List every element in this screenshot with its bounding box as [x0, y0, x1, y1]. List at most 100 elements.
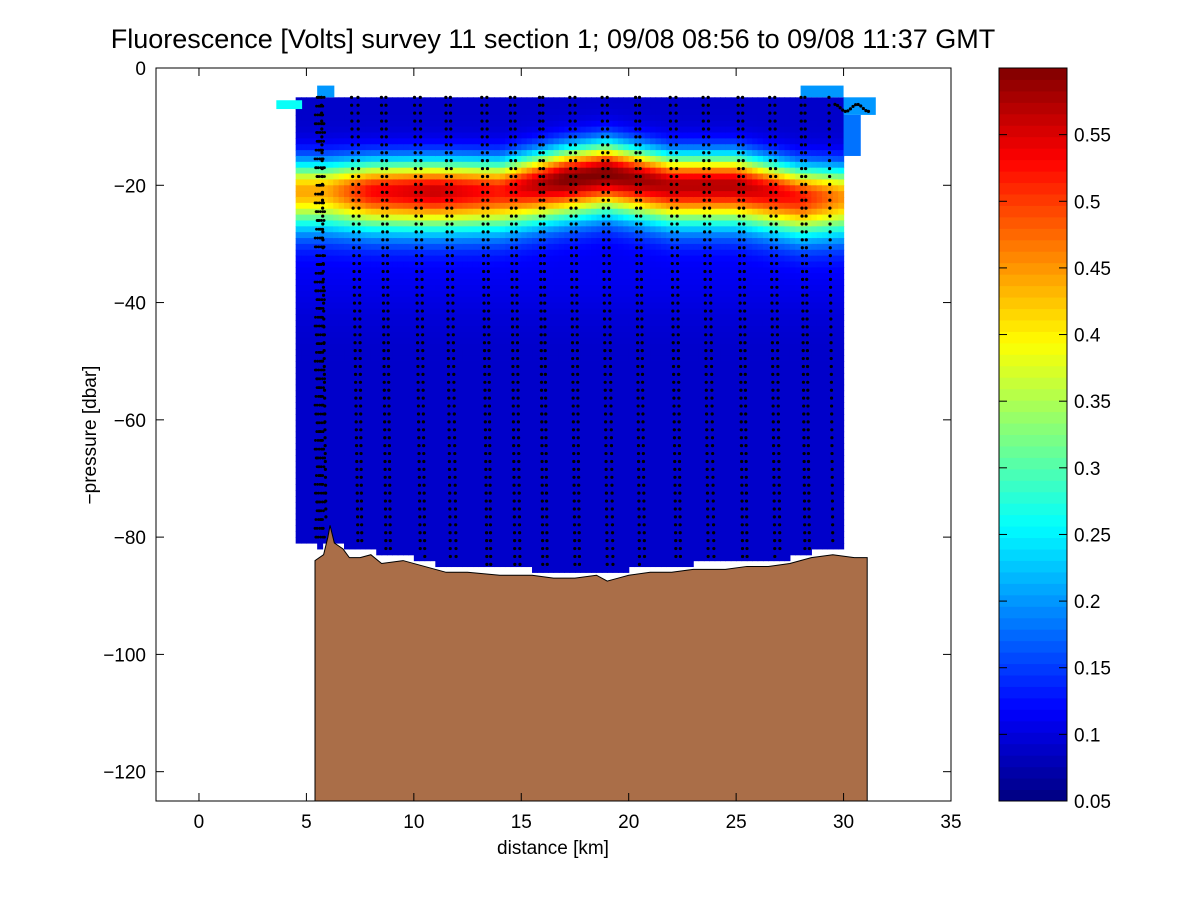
- field-cell: [612, 114, 619, 122]
- field-cell: [338, 513, 345, 521]
- field-cell: [607, 455, 614, 462]
- field-cell: [365, 155, 372, 163]
- field-cell: [483, 214, 490, 222]
- field-cell: [585, 308, 592, 315]
- field-cell: [483, 226, 490, 233]
- field-cell: [392, 132, 399, 139]
- field-cell: [295, 390, 302, 397]
- field-cell: [532, 390, 538, 397]
- field-cell: [446, 220, 453, 227]
- field-cell: [435, 226, 442, 233]
- field-cell: [467, 120, 474, 128]
- field-cell: [526, 425, 533, 433]
- field-cell: [344, 185, 350, 192]
- field-cell: [526, 390, 533, 397]
- field-cell: [526, 97, 533, 104]
- field-cell: [306, 173, 313, 181]
- field-cell: [429, 249, 436, 257]
- field-cell: [478, 537, 485, 544]
- field-cell: [365, 255, 372, 263]
- field-cell: [537, 343, 544, 351]
- field-cell: [429, 513, 436, 521]
- field-cell: [505, 97, 512, 104]
- field-cell: [435, 308, 442, 315]
- field-cell: [515, 132, 522, 139]
- field-cell: [403, 261, 410, 268]
- field-cell: [370, 208, 377, 216]
- field-cell: [435, 519, 442, 526]
- field-cell: [365, 337, 372, 345]
- field-cell: [494, 425, 501, 433]
- field-cell: [381, 343, 388, 351]
- field-cell: [360, 302, 367, 310]
- field-cell: [532, 560, 538, 568]
- field-cell: [472, 109, 479, 116]
- field-cell: [446, 507, 453, 515]
- field-cell: [365, 138, 372, 145]
- field-cell: [532, 337, 538, 345]
- field-cell: [376, 320, 383, 327]
- field-cell: [521, 103, 528, 110]
- field-cell: [317, 408, 324, 415]
- field-cell: [322, 255, 329, 263]
- field-cell: [365, 443, 372, 450]
- field-cell: [440, 320, 447, 327]
- field-cell: [306, 443, 313, 450]
- field-cell: [435, 243, 442, 251]
- field-cell: [564, 343, 571, 351]
- field-cell: [499, 326, 506, 333]
- field-cell: [532, 478, 538, 485]
- field-cell: [424, 331, 431, 339]
- field-cell: [585, 507, 592, 515]
- field-cell: [580, 478, 587, 485]
- field-cell: [521, 97, 528, 104]
- field-cell: [386, 202, 393, 210]
- field-cell: [381, 191, 388, 198]
- field-cell: [542, 367, 549, 374]
- field-cell: [360, 331, 367, 339]
- field-cell: [617, 355, 624, 362]
- field-cell: [558, 554, 565, 562]
- field-cell: [564, 466, 571, 474]
- field-cell: [483, 361, 490, 368]
- field-cell: [607, 361, 614, 368]
- field-cell: [295, 496, 302, 503]
- field-cell: [376, 378, 383, 386]
- field-cell: [548, 114, 555, 122]
- field-cell: [311, 296, 318, 304]
- field-cell: [628, 296, 635, 304]
- field-cell: [472, 361, 479, 368]
- field-cell: [472, 367, 479, 374]
- field-cell: [440, 472, 447, 480]
- field-cell: [478, 349, 485, 356]
- field-cell: [580, 355, 587, 362]
- field-cell: [295, 314, 302, 321]
- field-cell: [483, 378, 490, 386]
- field-cell: [301, 173, 307, 181]
- field-cell: [494, 103, 501, 110]
- field-cell: [510, 343, 517, 351]
- field-cell: [446, 279, 453, 286]
- field-cell: [429, 501, 436, 509]
- field-cell: [532, 449, 538, 456]
- field-cell: [338, 273, 345, 280]
- field-cell: [381, 120, 388, 128]
- field-cell: [607, 173, 614, 181]
- field-cell: [370, 220, 377, 227]
- field-cell: [365, 343, 372, 351]
- field-cell: [333, 449, 340, 456]
- field-cell: [623, 525, 630, 532]
- field-cell: [515, 267, 522, 274]
- field-cell: [596, 519, 603, 526]
- field-cell: [558, 466, 565, 474]
- field-cell: [413, 372, 420, 380]
- field-cell: [558, 314, 565, 321]
- field-cell: [585, 531, 592, 538]
- field-cell: [440, 191, 447, 198]
- field-cell: [494, 232, 501, 239]
- field-cell: [456, 554, 463, 562]
- field-cell: [596, 296, 603, 304]
- field-cell: [301, 349, 307, 356]
- field-cell: [499, 185, 506, 192]
- field-cell: [413, 161, 420, 169]
